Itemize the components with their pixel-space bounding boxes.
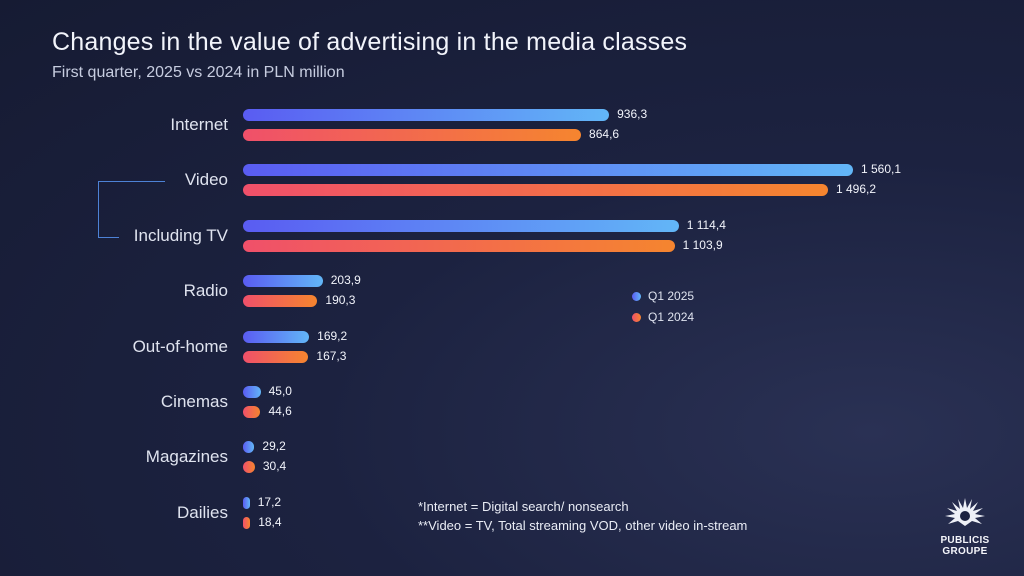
footnote-internet: *Internet = Digital search/ nonsearch <box>418 499 629 514</box>
bar-out-of-home-q1-2024 <box>243 350 309 363</box>
bar-magazines-q1-2024 <box>243 461 255 474</box>
value-label-dailies-q1-2024: 18,4 <box>258 514 282 529</box>
value-label-internet-q1-2024: 864,6 <box>589 127 620 141</box>
category-label-video: Video <box>184 170 228 190</box>
bar-cinemas-q1-2024 <box>243 406 261 418</box>
logo-text-line2: GROUPE <box>942 546 988 557</box>
chart-title: Changes in the value of advertising in t… <box>52 28 688 56</box>
value-label-dailies-q1-2025: 17,2 <box>257 494 282 509</box>
value-label-video-q1-2024: 1 496,2 <box>836 182 877 197</box>
bar-video-q1-2024 <box>243 184 828 197</box>
legend-label-q1-2024: Q1 2024 <box>648 310 695 324</box>
bar-internet-q1-2025 <box>243 109 610 121</box>
category-label-internet: Internet <box>170 115 228 134</box>
legend-label-q1-2025: Q1 2025 <box>648 289 695 303</box>
publicis-groupe-logo: PUBLICIS GROUPE <box>930 494 1000 557</box>
chart-subtitle: First quarter, 2025 vs 2024 in PLN milli… <box>52 64 345 81</box>
bar-radio-q1-2024 <box>243 295 318 308</box>
bar-out-of-home-q1-2025 <box>243 330 310 343</box>
video-bracket <box>98 181 165 238</box>
bar-radio-q1-2025 <box>243 275 323 288</box>
legend-swatch-q1-2025 <box>632 291 641 301</box>
logo-text-line1: PUBLICIS <box>940 535 990 546</box>
legend-swatch-q1-2024 <box>632 312 641 322</box>
footnote-video: **Video = TV, Total streaming VOD, other… <box>418 518 748 533</box>
bar-internet-q1-2024 <box>243 129 582 141</box>
legend-item-q1-2025: Q1 2025 <box>632 289 694 303</box>
value-label-internet-q1-2025: 936,3 <box>617 107 648 121</box>
bar-including-tv-q1-2025 <box>243 219 679 232</box>
value-label-magazines-q1-2024: 30,4 <box>262 459 287 474</box>
bar-magazines-q1-2025 <box>243 441 255 454</box>
bar-video-q1-2025 <box>243 164 853 177</box>
category-label-magazines: Magazines <box>145 447 228 467</box>
value-label-radio-q1-2024: 190,3 <box>325 293 356 308</box>
bar-including-tv-q1-2024 <box>243 239 675 252</box>
lion-mane-icon <box>945 498 985 526</box>
legend-item-q1-2024: Q1 2024 <box>632 310 694 324</box>
category-label-out-of-home: Out-of-home <box>132 336 228 356</box>
value-label-including-tv-q1-2025: 1 114,4 <box>686 217 726 232</box>
bar-cinemas-q1-2025 <box>243 386 261 398</box>
category-label-cinemas: Cinemas <box>160 392 228 411</box>
value-label-video-q1-2025: 1 560,1 <box>861 162 902 177</box>
value-label-magazines-q1-2025: 29,2 <box>262 439 286 454</box>
value-label-cinemas-q1-2025: 45,0 <box>268 384 292 398</box>
value-label-including-tv-q1-2024: 1 103,9 <box>682 237 723 252</box>
bar-dailies-q1-2025 <box>243 496 250 509</box>
category-label-radio: Radio <box>183 281 228 301</box>
bar-dailies-q1-2024 <box>243 516 251 529</box>
category-label-dailies: Dailies <box>176 502 228 522</box>
category-label-including-tv: Including TV <box>133 225 228 245</box>
value-label-out-of-home-q1-2024: 167,3 <box>316 348 347 363</box>
value-label-out-of-home-q1-2025: 169,2 <box>317 328 348 343</box>
value-label-cinemas-q1-2024: 44,6 <box>268 404 292 418</box>
value-label-radio-q1-2025: 203,9 <box>330 273 361 288</box>
